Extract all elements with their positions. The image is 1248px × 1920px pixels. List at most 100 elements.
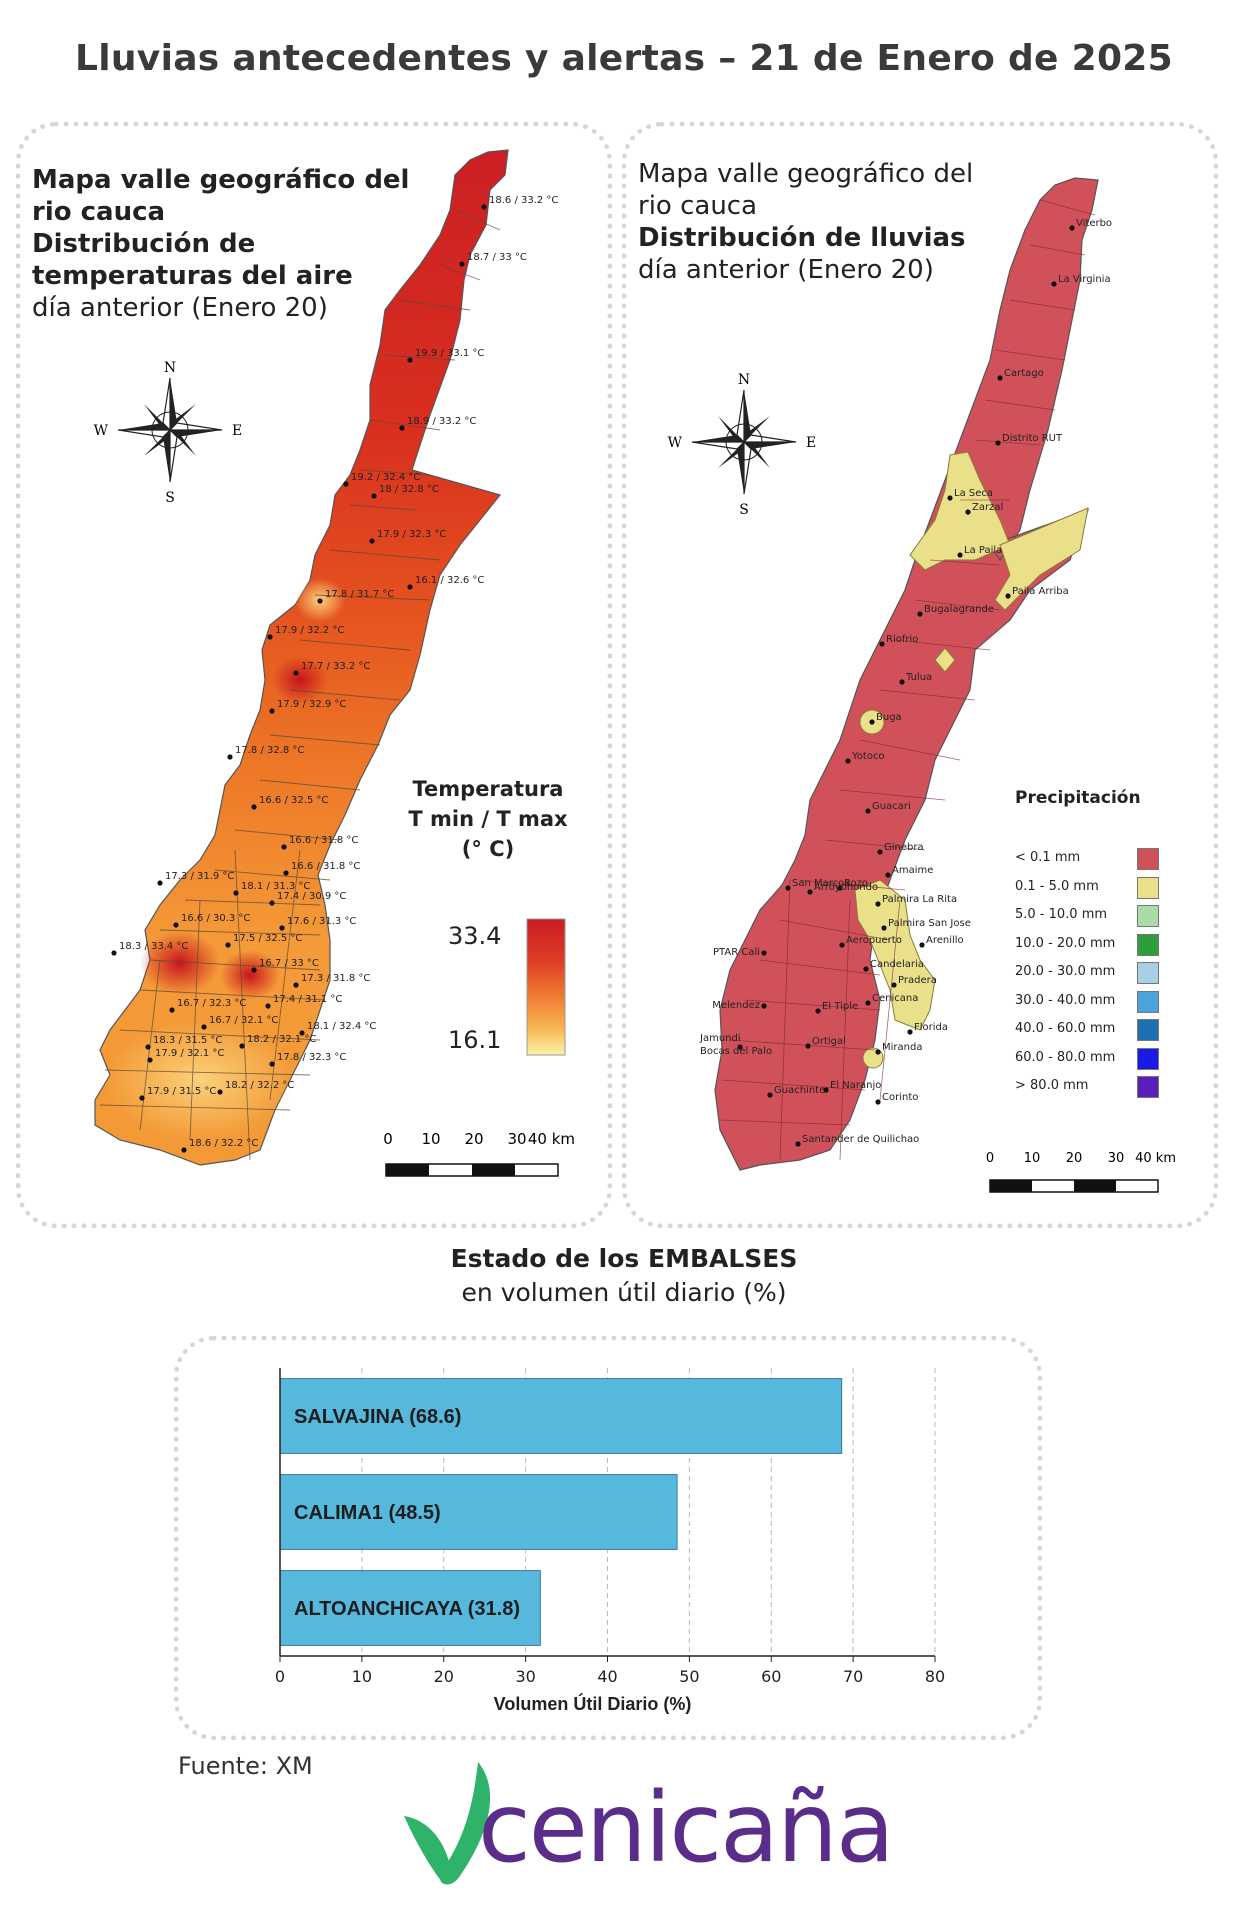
legend-swatch — [1137, 933, 1159, 956]
station-dot — [269, 708, 275, 714]
station-label: 16.6 / 31.8 °C — [289, 835, 358, 846]
reservoirs-title: Estado de los EMBALSES en volumen útil d… — [450, 1244, 798, 1307]
legend-label: 10.0 - 20.0 mm — [1015, 935, 1116, 951]
svg-text:N: N — [164, 360, 176, 376]
bar-label: CALIMA1 (48.5) — [294, 1502, 441, 1524]
place-label: Amaime — [892, 865, 933, 876]
legend-swatch — [1137, 905, 1159, 927]
temperature-legend-min: 16.1 — [448, 1026, 502, 1054]
place-dot — [899, 679, 905, 685]
station-label: 18.1 / 31.3 °C — [241, 881, 310, 892]
station-label: 18.6 / 33.2 °C — [489, 195, 558, 206]
cenicana-leaf-logo-icon — [404, 1762, 491, 1885]
temperature-stations: 18.6 / 33.2 °C 18.7 / 33 °C 19.9 / 33.1 °C… — [111, 195, 558, 1153]
station-label: 17.9 / 31.5 °C — [147, 1086, 216, 1097]
station-label: 17.6 / 31.3 °C — [287, 916, 356, 927]
station-label: 17.4 / 30.9 °C — [277, 891, 346, 902]
place-label: PTAR Cali — [713, 947, 760, 958]
station-label: 17.3 / 31.9 °C — [165, 871, 234, 882]
svg-text:10: 10 — [421, 1130, 440, 1148]
legend-item: 20.0 - 30.0 mm — [1015, 962, 1195, 991]
temperature-legend-gradient — [526, 918, 566, 1056]
svg-text:W: W — [668, 435, 683, 451]
place-dot — [837, 885, 843, 891]
station-label: 17.9 / 32.2 °C — [275, 625, 344, 636]
station-dot — [293, 670, 299, 676]
rain-zone-light-palmira — [854, 879, 936, 1031]
place-label: Arenillo — [926, 935, 964, 946]
place-label: Tulua — [905, 672, 932, 683]
bar — [279, 1474, 678, 1550]
svg-text:S: S — [165, 490, 175, 506]
station-dot — [371, 493, 377, 499]
station-label: 17.3 / 31.8 °C — [301, 973, 370, 984]
legend-item: 60.0 - 80.0 mm — [1015, 1047, 1195, 1077]
place-label: Buga — [876, 712, 902, 723]
bar-label: SALVAJINA (68.6) — [294, 1406, 461, 1428]
svg-text:N: N — [738, 372, 750, 388]
place-dot — [919, 942, 925, 948]
place-label: Bugalagrande — [924, 604, 994, 615]
station-dot — [407, 584, 413, 590]
station-dot — [269, 1061, 275, 1067]
place-label: Miranda — [882, 1042, 922, 1053]
place-dot — [965, 509, 971, 515]
reservoirs-panel — [174, 1336, 1042, 1740]
station-dot — [251, 967, 257, 973]
temperature-panel — [16, 122, 612, 1228]
station-dot — [481, 204, 487, 210]
station-label: 17.8 / 31.7 °C — [325, 589, 394, 600]
station-label: 16.7 / 32.1 °C — [209, 1015, 278, 1026]
station-label: 17.9 / 32.9 °C — [277, 699, 346, 710]
place-label: Santander de Quilichao — [802, 1134, 919, 1145]
station-dot — [343, 481, 349, 487]
place-dot — [865, 808, 871, 814]
legend-swatch — [1137, 876, 1159, 899]
station-dot — [227, 754, 233, 760]
station-label: 17.4 / 31.1 °C — [273, 994, 342, 1005]
rainfall-places: Viterbo La Virginia Cartago Distrito RUT La … — [699, 218, 1112, 1147]
station-dot — [299, 1030, 305, 1036]
svg-text:S: S — [739, 502, 749, 518]
place-dot — [907, 1029, 913, 1035]
place-dot — [881, 925, 887, 931]
station-label: 16.7 / 32.3 °C — [177, 998, 246, 1009]
place-label: San Marcos — [792, 878, 849, 889]
place-dot — [815, 1008, 821, 1014]
station-label: 18.2 / 32.1 °C — [247, 1034, 316, 1045]
place-dot — [877, 849, 883, 855]
bar-label: ALTOANCHICAYA (31.8) — [294, 1598, 520, 1620]
station-label: 19.9 / 33.1 °C — [415, 348, 484, 359]
station-label: 17.7 / 33.2 °C — [301, 661, 370, 672]
place-dot — [957, 552, 963, 558]
place-dot — [1005, 593, 1011, 599]
x-tick-label: 60 — [761, 1667, 781, 1686]
station-label: 17.9 / 32.3 °C — [377, 529, 446, 540]
place-label: Riofrio — [886, 634, 918, 645]
station-label: 16.1 / 32.6 °C — [415, 575, 484, 586]
place-label: El Naranjo — [830, 1080, 881, 1091]
place-dot — [823, 1087, 829, 1093]
station-label: 18.6 / 32.2 °C — [189, 1138, 258, 1149]
station-dot — [265, 1003, 271, 1009]
station-label: 17.9 / 32.1 °C — [155, 1048, 224, 1059]
place-dot — [785, 885, 791, 891]
svg-text:40 km: 40 km — [1135, 1151, 1176, 1166]
place-label: Guachinte — [774, 1085, 825, 1096]
rainfall-panel-title: Mapa valle geográfico del rio cauca Dist… — [638, 159, 974, 285]
station-dot — [281, 844, 287, 850]
station-dot — [225, 942, 231, 948]
scale-bar-rainfall: 0 10 20 30 40 km — [986, 1151, 1176, 1193]
svg-text:10: 10 — [1024, 1151, 1041, 1166]
temperature-panel-title: Mapa valle geográfico del rio cauca Dist… — [32, 165, 410, 323]
place-label: Melendez — [712, 1000, 760, 1011]
station-dot — [147, 1057, 153, 1063]
station-dot — [283, 870, 289, 876]
station-dot — [145, 1044, 151, 1050]
place-dot — [807, 889, 813, 895]
legend-item: 5.0 - 10.0 mm — [1015, 905, 1195, 934]
place-label: Arroyohondo — [814, 882, 878, 893]
place-label: Guacari — [872, 801, 911, 812]
station-label: 18 / 32.8 °C — [379, 484, 439, 495]
legend-label: 0.1 - 5.0 mm — [1015, 878, 1099, 894]
